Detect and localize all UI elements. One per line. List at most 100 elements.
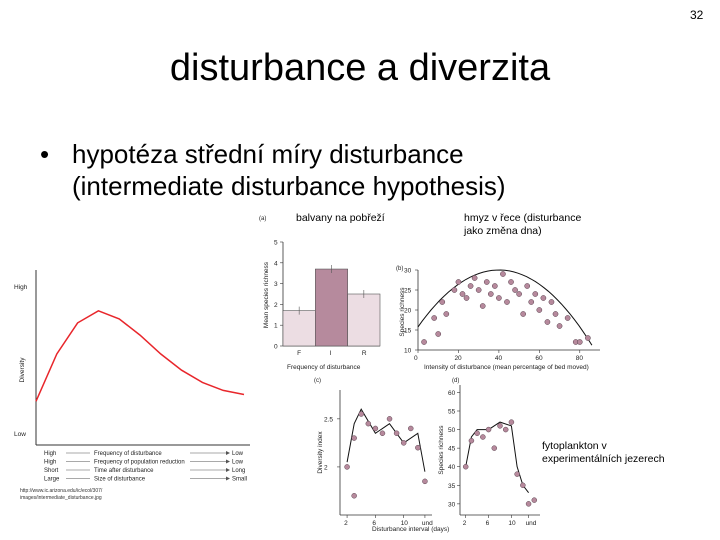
x-tick-label: R [362, 350, 367, 357]
y-tick-label: 50 [448, 427, 456, 434]
y-axis-label: Diversity [19, 357, 26, 383]
y-tick-label: 20 [404, 308, 412, 315]
caption-phyto-line-1: fytoplankton v [542, 440, 607, 452]
scatter-point [496, 295, 502, 301]
x-tick-label: 10 [401, 520, 409, 527]
x-tick-label: 6 [372, 520, 376, 527]
scatter-point [556, 323, 563, 329]
scatter-point [435, 331, 442, 337]
gradient-right-label: Small [232, 477, 247, 483]
x-tick-label: 2 [463, 520, 467, 527]
bar [347, 293, 381, 347]
bullet-marker: • [40, 139, 50, 169]
gradient-arrow-head [226, 476, 230, 481]
data-point [468, 437, 475, 444]
data-point [365, 420, 372, 427]
bullet-line-1: hypotéza střední míry disturbance [72, 139, 464, 169]
data-point [531, 497, 538, 503]
y-tick-label: 2.5 [324, 416, 333, 423]
panel-label: (d) [452, 378, 459, 384]
scatter-point [491, 283, 498, 289]
gradient-arrow-head [226, 459, 230, 464]
data-point [497, 423, 503, 429]
scatter-point [467, 283, 474, 289]
y-tick-label: 2 [324, 464, 328, 471]
series-line [346, 408, 426, 472]
data-point [386, 416, 393, 422]
data-point [474, 430, 480, 437]
series-line [465, 421, 529, 494]
data-point [351, 493, 357, 499]
caption-phyto-line-2: experimentálních jezerech [542, 453, 665, 465]
x-tick-label: F [297, 350, 301, 357]
data-point [502, 426, 509, 433]
gradient-label: Size of disturbance [94, 477, 146, 483]
x-tick-label: 60 [535, 355, 543, 362]
scatter-point [487, 291, 494, 297]
data-point [351, 435, 357, 441]
scatter-point [439, 299, 446, 305]
caption-phytoplankton: fytoplankton v experimentálních jezerech [542, 440, 692, 466]
scatter-point [431, 315, 438, 321]
x-tick-label: und [526, 520, 537, 527]
gradient-label: Time after disturbance [94, 468, 154, 474]
y-tick-label: 60 [448, 390, 456, 397]
scatter-point [552, 311, 559, 317]
data-point [379, 430, 386, 437]
caption-insects: hmyz v řece (disturbance jako změna dna) [464, 212, 614, 238]
x-tick-label: I [330, 350, 332, 357]
x-tick-label: und [422, 520, 433, 527]
data-point [520, 482, 526, 489]
data-point [491, 445, 498, 451]
scatter-point [540, 295, 547, 301]
scatter-point [463, 295, 470, 301]
scatter-point [483, 279, 490, 285]
data-point [480, 434, 486, 440]
data-point [408, 425, 414, 432]
caption-insects-line-2: jako změna dna) [464, 225, 542, 237]
gradient-arrow-head [226, 468, 230, 472]
y-tick-label: 35 [448, 483, 456, 490]
bullet-line-2: (intermediate disturbance hypothesis) [72, 171, 506, 201]
diversity-curve [35, 309, 245, 402]
y-tick-label: 15 [404, 328, 412, 335]
panel-label: (c) [314, 378, 321, 384]
source-url-line-2: images/intermediate_disturbance.jpg [20, 495, 102, 501]
scatter-point [544, 319, 551, 325]
y-tick-label: 10 [404, 348, 412, 355]
x-axis-label: Disturbance interval (days) [372, 526, 449, 533]
scatter-point [459, 291, 466, 297]
data-point [400, 440, 407, 446]
data-point [485, 426, 492, 433]
scatter-point [564, 315, 571, 321]
y-tick-label: 2 [274, 302, 278, 309]
source-url-line-1: http://www.ic.arizona.edu/ic/ecol/307/ [20, 488, 103, 494]
scatter-point [471, 275, 478, 281]
x-tick-label: 20 [454, 355, 462, 362]
y-tick-label: 40 [448, 464, 456, 471]
scatter-point [504, 299, 510, 305]
bar [315, 268, 348, 347]
gradient-right-label: Low [232, 451, 244, 457]
gradient-arrow-head [226, 451, 230, 455]
scatter-point [508, 279, 514, 285]
gradient-label: Frequency of population reduction [94, 460, 185, 466]
slide-title: disturbance a diverzita [169, 47, 551, 89]
scatter-point [500, 271, 506, 277]
panel-label: (a) [259, 216, 266, 222]
x-tick-label: 40 [495, 355, 503, 362]
slide-number: 32 [690, 8, 704, 22]
data-point [358, 411, 364, 417]
y-tick-label: 25 [404, 288, 412, 295]
scatter-point [443, 311, 450, 317]
x-tick-label: 10 [508, 520, 516, 527]
scatter-point [512, 287, 518, 293]
gradient-left-label: High [44, 460, 56, 466]
y-tick-label: 1 [274, 323, 278, 330]
gradient-left-label: Large [44, 477, 60, 483]
scatter-point [548, 299, 555, 305]
bullet-text: hypotéza střední míry disturbance (inter… [72, 138, 632, 202]
x-axis-label: Frequency of disturbance [287, 364, 361, 371]
scatter-point [524, 283, 531, 289]
scatter-point [532, 291, 539, 297]
